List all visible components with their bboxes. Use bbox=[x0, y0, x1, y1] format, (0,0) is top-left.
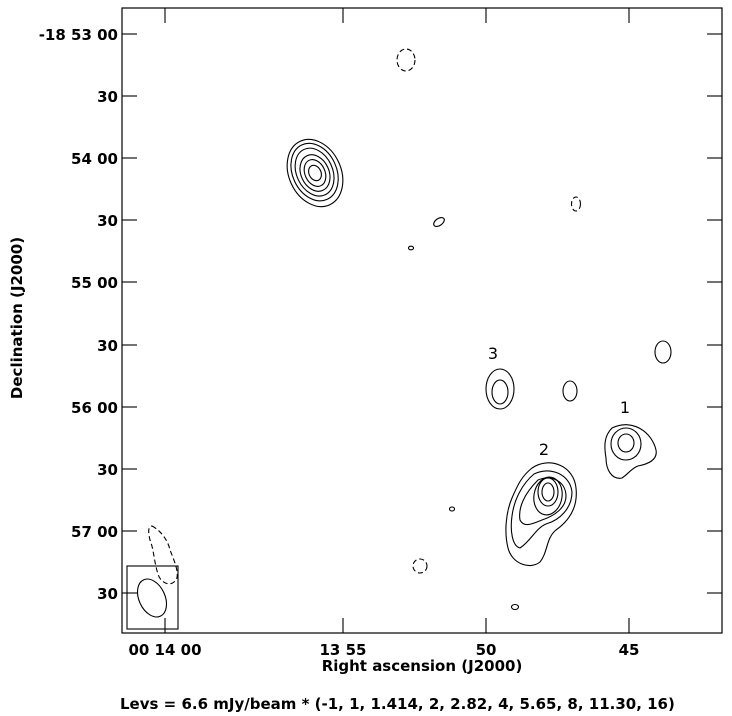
y-tick-label: 30 bbox=[97, 88, 118, 106]
x-tick-label: 13 55 bbox=[320, 641, 367, 659]
y-tick-label: -18 53 00 bbox=[39, 26, 118, 44]
beam-ellipse bbox=[136, 578, 168, 618]
contour-levels-caption: Levs = 6.6 mJy/beam * (-1, 1, 1.414, 2, … bbox=[120, 695, 675, 713]
x-tick-label: 00 14 00 bbox=[128, 641, 201, 659]
x-tick-label: 45 bbox=[619, 641, 640, 659]
y-tick-label: 30 bbox=[97, 585, 118, 603]
contour-blob bbox=[407, 245, 415, 251]
y-tick-label: 54 00 bbox=[71, 150, 118, 168]
x-tick-label: 50 bbox=[476, 641, 497, 659]
y-tick-label: 56 00 bbox=[71, 399, 118, 417]
contour-blob bbox=[510, 603, 520, 611]
contour-blob bbox=[448, 506, 456, 512]
x-axis-title: Right ascension (J2000) bbox=[322, 657, 523, 675]
y-tick-label: 57 00 bbox=[71, 523, 118, 541]
source-label-2: 2 bbox=[539, 440, 549, 459]
source-label-3: 3 bbox=[488, 344, 498, 363]
y-tick-label: 30 bbox=[97, 212, 118, 230]
contour-source-1 bbox=[604, 424, 657, 479]
contour-negative bbox=[148, 525, 178, 585]
y-tick-label: 30 bbox=[97, 461, 118, 479]
y-tick-label: 30 bbox=[97, 337, 118, 355]
contour-negative bbox=[570, 196, 582, 212]
contour-negative bbox=[412, 558, 428, 574]
y-tick-labels: -18 53 00 30 54 00 30 55 00 30 56 00 30 57 00 30 bbox=[39, 26, 118, 603]
contour-bright-source bbox=[286, 138, 344, 208]
contour-negative bbox=[396, 48, 416, 72]
contour-blob bbox=[654, 340, 672, 364]
beam-box bbox=[126, 565, 179, 630]
contour-blob bbox=[433, 216, 445, 228]
y-tick-label: 55 00 bbox=[71, 274, 118, 292]
axis-ticks bbox=[122, 8, 722, 633]
contours bbox=[148, 48, 672, 611]
contour-source-2 bbox=[505, 462, 577, 566]
x-tick-labels: 00 14 00 13 55 50 45 bbox=[128, 641, 639, 659]
plot-frame bbox=[121, 7, 723, 634]
contour-blob bbox=[562, 380, 578, 402]
y-axis-title: Declination (J2000) bbox=[8, 237, 26, 399]
contour-source-3 bbox=[485, 368, 515, 410]
source-label-1: 1 bbox=[620, 398, 630, 417]
